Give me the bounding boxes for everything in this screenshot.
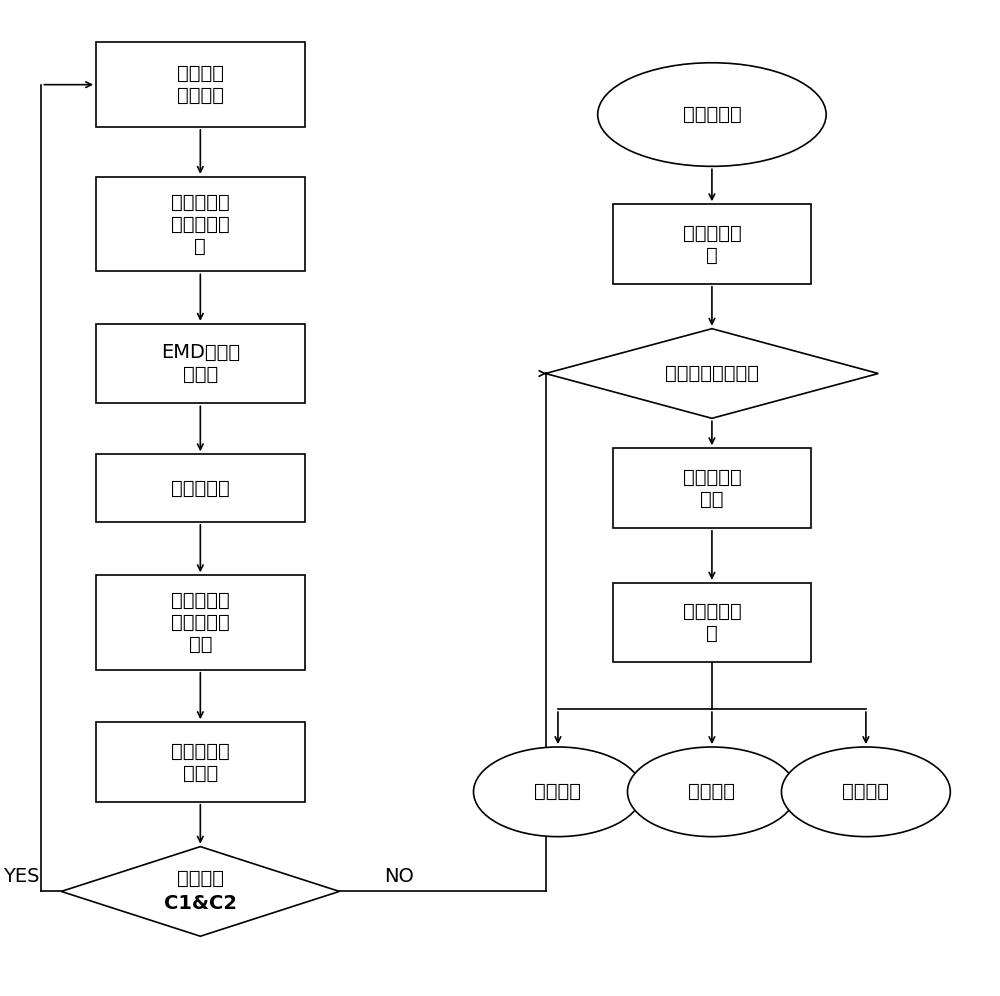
Text: EMD去除高
频分量: EMD去除高 频分量: [161, 343, 240, 384]
Text: 较强鯣声: 较强鯣声: [534, 782, 581, 802]
Text: 发生呼吸暂
停: 发生呼吸暂 停: [683, 223, 741, 265]
Text: 判断是否呼吸暂停: 判断是否呼吸暂停: [665, 364, 759, 383]
FancyBboxPatch shape: [96, 176, 305, 271]
Text: 阻塞式鯣声: 阻塞式鯣声: [683, 105, 741, 124]
Text: 鯣声采集
堆栈更新: 鯣声采集 堆栈更新: [177, 64, 224, 106]
Text: NO: NO: [384, 867, 414, 886]
Text: 约束条件: 约束条件: [177, 870, 224, 888]
Ellipse shape: [474, 747, 642, 837]
Text: C1&C2: C1&C2: [164, 894, 237, 913]
Polygon shape: [61, 847, 339, 936]
Ellipse shape: [627, 747, 796, 837]
FancyBboxPatch shape: [96, 575, 305, 669]
FancyBboxPatch shape: [613, 204, 811, 284]
FancyBboxPatch shape: [613, 448, 811, 528]
Text: 采集的鯣声
信号进行滤
波: 采集的鯣声 信号进行滤 波: [171, 192, 230, 256]
Text: 平均分贝判
决: 平均分贝判 决: [683, 602, 741, 643]
Text: 较弱鯣声: 较弱鯣声: [842, 782, 889, 802]
FancyBboxPatch shape: [96, 42, 305, 126]
Text: 计算周期内
的平均分贝
信息: 计算周期内 的平均分贝 信息: [171, 591, 230, 654]
Ellipse shape: [781, 747, 950, 837]
Polygon shape: [546, 329, 878, 418]
Text: 降采样处理: 降采样处理: [171, 478, 230, 498]
FancyBboxPatch shape: [96, 722, 305, 802]
FancyBboxPatch shape: [96, 454, 305, 522]
FancyBboxPatch shape: [96, 324, 305, 403]
Text: 中等鯣声: 中等鯣声: [688, 782, 735, 802]
FancyBboxPatch shape: [613, 583, 811, 662]
Text: 未发生呼吸
暂停: 未发生呼吸 暂停: [683, 467, 741, 509]
Text: 求导判定鯣
声峰値: 求导判定鯣 声峰値: [171, 741, 230, 783]
Ellipse shape: [598, 63, 826, 166]
Text: YES: YES: [3, 867, 40, 886]
